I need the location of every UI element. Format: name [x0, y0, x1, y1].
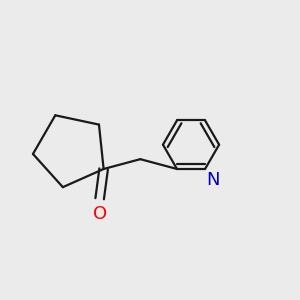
Text: N: N	[207, 171, 220, 189]
Text: O: O	[93, 205, 107, 223]
